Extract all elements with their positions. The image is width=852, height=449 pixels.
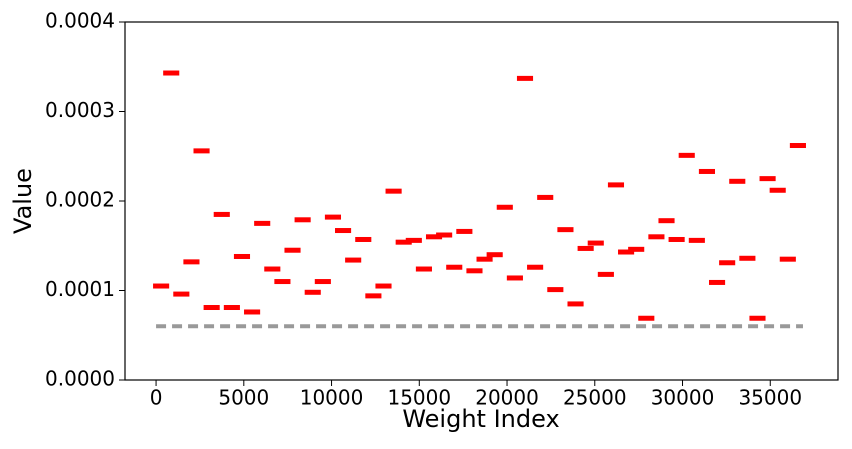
- value-dash: [648, 234, 665, 240]
- y-tick-label: 0.0004: [45, 9, 115, 33]
- value-dash: [628, 246, 645, 252]
- value-dash: [183, 259, 200, 265]
- value-dash: [547, 287, 564, 293]
- value-dash: [587, 240, 604, 246]
- value-dash: [527, 264, 544, 270]
- value-dash: [668, 236, 685, 242]
- value-dash: [415, 266, 432, 272]
- value-dash: [446, 264, 463, 270]
- value-dash: [749, 315, 766, 321]
- value-dash: [335, 228, 352, 234]
- value-dash: [425, 234, 443, 240]
- value-dash: [456, 228, 473, 234]
- value-dash: [173, 291, 190, 297]
- value-dash: [769, 187, 786, 193]
- value-dash: [729, 178, 746, 184]
- value-dash: [506, 275, 523, 281]
- value-dash: [274, 279, 291, 285]
- value-dash: [709, 279, 726, 285]
- y-axis-label: Value: [9, 168, 37, 234]
- value-dash: [597, 271, 614, 277]
- value-dash: [516, 75, 534, 81]
- x-tick-label: 30000: [651, 386, 715, 410]
- value-dash: [698, 168, 716, 174]
- value-dash: [496, 204, 513, 210]
- value-dash: [618, 249, 635, 255]
- value-dash: [153, 283, 170, 289]
- value-dash: [789, 143, 806, 149]
- value-dash: [466, 268, 483, 274]
- value-dash: [355, 236, 372, 242]
- value-dash: [658, 218, 675, 224]
- value-dash: [314, 279, 331, 285]
- value-dash: [365, 293, 382, 299]
- value-dash: [254, 220, 271, 226]
- value-dash: [537, 194, 554, 200]
- value-dash: [638, 315, 655, 321]
- value-dash: [395, 239, 412, 245]
- value-dash: [557, 227, 574, 233]
- x-tick-label: 25000: [563, 386, 627, 410]
- value-dash: [264, 266, 281, 272]
- value-dash: [244, 309, 261, 315]
- value-dash: [779, 256, 796, 262]
- x-tick-label: 35000: [738, 386, 802, 410]
- value-dash: [375, 283, 392, 289]
- value-dash: [607, 182, 625, 188]
- value-dash: [678, 152, 695, 158]
- x-tick-label: 5000: [218, 386, 269, 410]
- value-dash: [739, 255, 756, 261]
- value-dash: [688, 237, 705, 243]
- value-dash: [577, 245, 594, 251]
- x-tick-label: 10000: [300, 386, 364, 410]
- y-tick-label: 0.0001: [45, 277, 115, 301]
- x-tick-label: 15000: [387, 386, 451, 410]
- value-dash: [405, 237, 422, 243]
- value-dash: [567, 301, 584, 307]
- value-dash: [213, 211, 230, 217]
- value-dash: [193, 148, 210, 154]
- y-tick-label: 0.0002: [45, 188, 115, 212]
- value-dash: [476, 256, 493, 262]
- x-tick-label: 0: [150, 386, 163, 410]
- value-dash: [304, 289, 321, 295]
- value-dash: [436, 232, 453, 238]
- value-dash: [294, 217, 311, 223]
- plot-frame: [124, 21, 839, 381]
- x-axis-label: Weight Index: [402, 405, 559, 433]
- value-dash: [719, 260, 736, 266]
- value-dash: [486, 252, 503, 258]
- y-tick-label: 0.0000: [45, 367, 115, 391]
- value-dash: [233, 253, 251, 259]
- value-dash: [385, 188, 402, 194]
- value-dash: [345, 257, 362, 263]
- value-dash: [284, 247, 301, 253]
- value-dash: [324, 214, 342, 220]
- value-dash: [759, 176, 776, 182]
- x-tick-label: 20000: [475, 386, 539, 410]
- value-dash: [223, 305, 240, 311]
- value-dash: [163, 70, 180, 76]
- y-tick-label: 0.0003: [45, 98, 115, 122]
- value-dash: [203, 305, 220, 311]
